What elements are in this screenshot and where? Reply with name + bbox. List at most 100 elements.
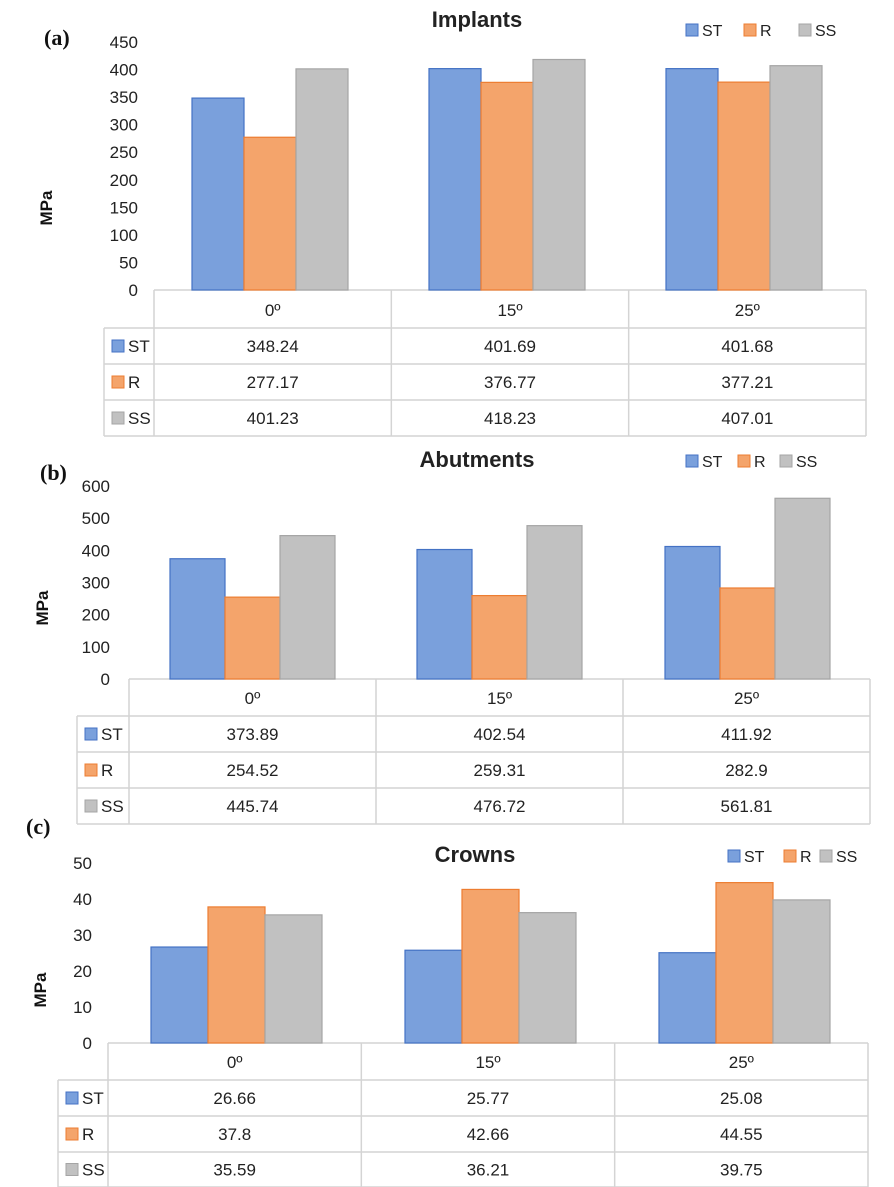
x-category-label: 25º <box>735 301 760 320</box>
bar-ss-1 <box>518 912 577 1044</box>
x-category-label: 25º <box>729 1053 754 1072</box>
y-tick-label: 100 <box>82 638 110 657</box>
table-series-name: SS <box>101 797 124 816</box>
x-category-label: 0º <box>245 689 261 708</box>
bar-r-1 <box>471 594 528 680</box>
x-category-label: 25º <box>734 689 759 708</box>
bar-st-1 <box>404 949 463 1044</box>
table-series-name: ST <box>128 337 150 356</box>
table-cell-value: 35.59 <box>213 1161 256 1180</box>
legend-label: ST <box>702 454 723 471</box>
table-series-name: SS <box>82 1161 105 1180</box>
y-tick-label: 0 <box>83 1034 92 1053</box>
panel-label: (b) <box>40 460 67 485</box>
legend-label: R <box>760 23 772 40</box>
y-tick-label: 150 <box>110 198 138 217</box>
table-legend-swatch-st <box>65 1091 79 1105</box>
y-tick-label: 200 <box>82 606 110 625</box>
table-cell-value: 418.23 <box>484 409 536 428</box>
y-tick-label: 200 <box>110 171 138 190</box>
y-tick-label: 600 <box>82 477 110 496</box>
legend-swatch-ss <box>819 849 833 863</box>
bar-ss-2 <box>774 497 831 680</box>
y-tick-label: 0 <box>129 281 138 300</box>
legend-swatch-r <box>783 849 797 863</box>
table-series-name: R <box>128 373 140 392</box>
table-cell-value: 39.75 <box>720 1161 763 1180</box>
table-cell-value: 373.89 <box>227 725 279 744</box>
bar-r-2 <box>715 882 774 1044</box>
y-tick-label: 40 <box>73 890 92 909</box>
table-cell-value: 401.69 <box>484 337 536 356</box>
table-cell-value: 476.72 <box>474 797 526 816</box>
bar-st-2 <box>658 952 717 1044</box>
table-cell-value: 25.08 <box>720 1089 763 1108</box>
table-legend-swatch-ss <box>84 799 98 813</box>
bar-r-2 <box>719 587 776 680</box>
bar-st-2 <box>664 545 721 680</box>
y-tick-label: 50 <box>73 854 92 873</box>
panel-abutments: (b) Abutments MPa 0 100 200 300 400 500 600 0º 15º 2… <box>33 447 871 825</box>
table-series-name: R <box>82 1125 94 1144</box>
legend-swatch-ss <box>798 23 812 37</box>
x-category-label: 0º <box>265 301 281 320</box>
y-tick-label: 450 <box>110 33 138 52</box>
table-legend-swatch-r <box>65 1127 79 1141</box>
legend-swatch-st <box>685 454 699 468</box>
bar-ss-0 <box>264 914 323 1044</box>
y-tick-label: 300 <box>82 574 110 593</box>
table-cell-value: 259.31 <box>474 761 526 780</box>
table-cell-value: 561.81 <box>721 797 773 816</box>
table-legend-swatch-ss <box>111 411 125 425</box>
bar-r-0 <box>207 906 266 1044</box>
table-cell-value: 25.77 <box>467 1089 510 1108</box>
y-axis-label: MPa <box>31 972 50 1008</box>
panel-implants: (a) Implants MPa 0 50 100 150 200 250 300 350 400 45… <box>37 7 867 437</box>
bar-r-0 <box>243 136 297 291</box>
y-tick-label: 400 <box>82 541 110 560</box>
panel-label: (a) <box>44 25 70 50</box>
bar-st-2 <box>665 68 719 291</box>
table-cell-value: 348.24 <box>247 337 299 356</box>
table-cell-value: 36.21 <box>467 1161 510 1180</box>
table-cell-value: 407.01 <box>721 409 773 428</box>
table-legend-swatch-r <box>111 375 125 389</box>
bar-ss-0 <box>279 535 336 680</box>
legend-label: SS <box>796 454 817 471</box>
table-cell-value: 377.21 <box>721 373 773 392</box>
bar-st-0 <box>191 97 245 291</box>
table-legend-swatch-st <box>84 727 98 741</box>
legend-swatch-r <box>743 23 757 37</box>
table-cell-value: 411.92 <box>721 725 772 744</box>
bar-st-0 <box>150 946 209 1044</box>
table-series-name: ST <box>82 1089 104 1108</box>
table-series-name: SS <box>128 409 151 428</box>
bar-ss-2 <box>769 65 823 291</box>
table-cell-value: 401.23 <box>247 409 299 428</box>
x-category-label: 15º <box>487 689 512 708</box>
legend-swatch-st <box>685 23 699 37</box>
bar-r-2 <box>717 81 771 291</box>
bar-st-1 <box>416 548 473 680</box>
table-cell-value: 42.66 <box>467 1125 510 1144</box>
table-series-name: ST <box>101 725 123 744</box>
bar-r-1 <box>480 81 534 291</box>
table-legend-swatch-st <box>111 339 125 353</box>
chart-title: Implants <box>432 7 522 32</box>
y-axis-label: MPa <box>33 590 52 626</box>
legend-label: R <box>754 454 766 471</box>
table-cell-value: 376.77 <box>484 373 536 392</box>
x-category-label: 0º <box>227 1053 243 1072</box>
bar-ss-1 <box>532 58 586 291</box>
table-legend-swatch-r <box>84 763 98 777</box>
y-axis-label: MPa <box>37 190 56 226</box>
bar-ss-2 <box>772 899 831 1044</box>
y-tick-label: 500 <box>82 509 110 528</box>
legend-swatch-st <box>727 849 741 863</box>
table-cell-value: 401.68 <box>721 337 773 356</box>
y-tick-label: 250 <box>110 143 138 162</box>
legend-label: R <box>800 849 812 866</box>
x-category-label: 15º <box>475 1053 500 1072</box>
table-cell-value: 277.17 <box>247 373 299 392</box>
